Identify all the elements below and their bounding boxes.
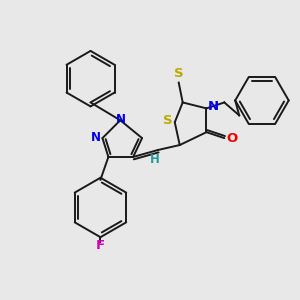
- Text: S: S: [163, 114, 172, 127]
- Text: H: H: [150, 153, 160, 167]
- Text: N: N: [208, 100, 219, 113]
- Text: N: N: [91, 130, 100, 144]
- Text: O: O: [226, 132, 238, 145]
- Text: F: F: [96, 238, 105, 252]
- Text: N: N: [116, 113, 126, 126]
- Text: S: S: [174, 67, 184, 80]
